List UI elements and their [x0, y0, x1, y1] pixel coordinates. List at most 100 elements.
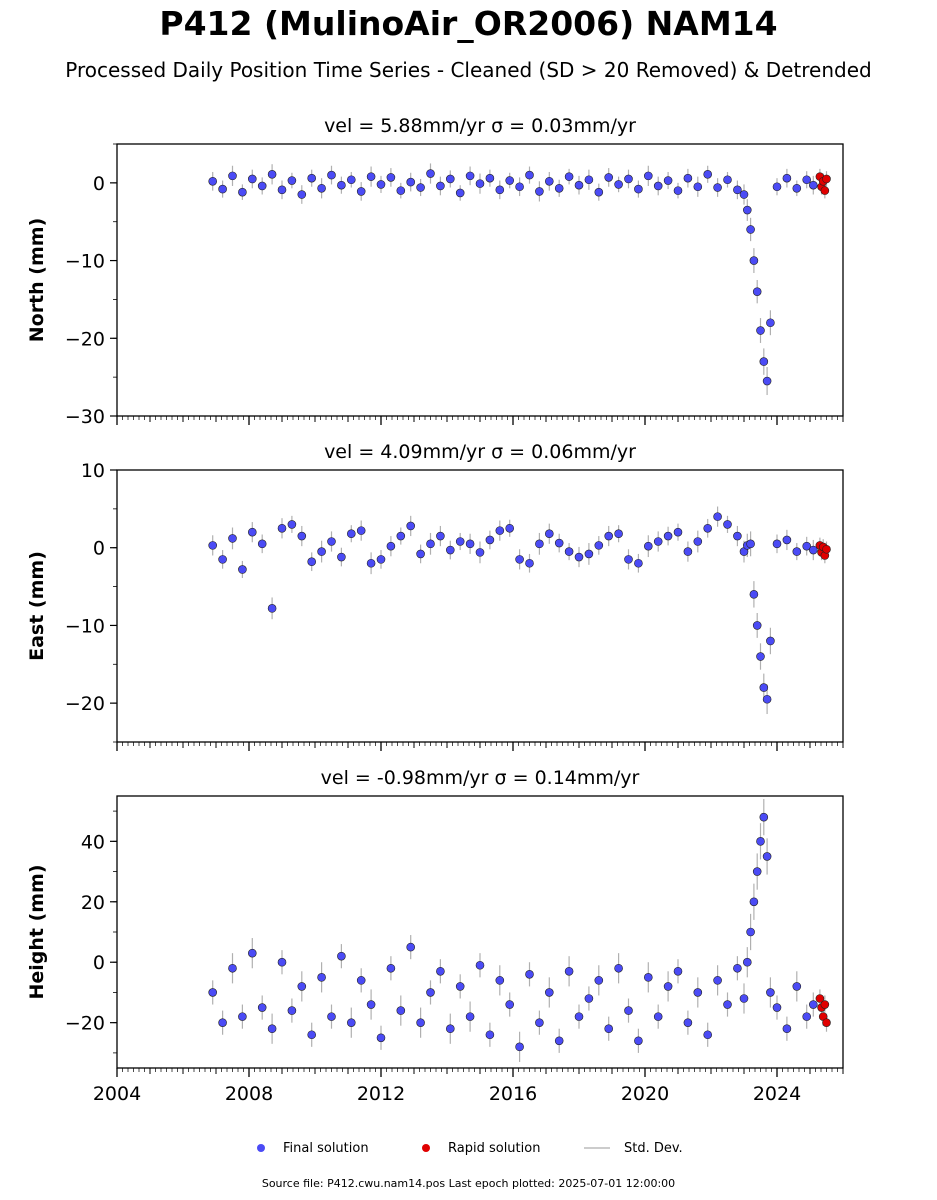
- final-solution-point: [386, 963, 396, 973]
- final-solution-point: [544, 988, 554, 997]
- final-solution-point: [594, 541, 604, 550]
- final-solution-point: [426, 539, 435, 549]
- final-solution-point: [739, 994, 749, 1003]
- final-solution-point: [455, 188, 465, 198]
- final-solution-point: [218, 1018, 227, 1027]
- final-solution-point: [693, 988, 703, 997]
- final-solution-point: [723, 1000, 732, 1009]
- final-solution-point: [475, 960, 485, 970]
- final-solution-point: [505, 176, 515, 185]
- final-solution-point: [535, 187, 544, 196]
- final-solution-point: [346, 1018, 356, 1027]
- final-solution-point: [703, 1030, 713, 1040]
- final-solution-point: [396, 186, 406, 195]
- final-solution-point: [723, 175, 732, 185]
- final-solution-point: [327, 537, 336, 546]
- final-solution-point: [307, 557, 317, 567]
- final-solution-point: [756, 326, 765, 335]
- final-solution-point: [376, 555, 386, 564]
- panel-title-height: vel = -0.98mm/yr σ = 0.14mm/yr: [321, 767, 640, 789]
- final-solution-point: [208, 541, 217, 550]
- final-solution-point: [574, 1012, 584, 1021]
- final-solution-point: [584, 549, 594, 559]
- final-solution-point: [554, 183, 564, 193]
- final-solution-point: [356, 976, 366, 985]
- rapid-solution-marker-icon: [422, 1144, 430, 1152]
- y-tick-label: −20: [65, 693, 105, 715]
- final-solution-point: [337, 180, 346, 190]
- final-solution-point: [465, 539, 475, 549]
- final-solution-point: [406, 177, 416, 187]
- final-solution-point: [525, 558, 534, 568]
- final-solution-point: [703, 170, 713, 179]
- final-solution-point: [808, 1000, 818, 1009]
- final-solution-point: [485, 1030, 495, 1040]
- final-solution-point: [208, 988, 217, 997]
- final-solution-point: [475, 548, 485, 557]
- legend-label-final: Final solution: [283, 1140, 369, 1156]
- final-solution-point: [604, 531, 614, 541]
- final-solution-point: [406, 521, 416, 531]
- final-solution-point: [208, 177, 217, 186]
- final-solution-point: [624, 174, 633, 184]
- y-axis-label-east: East (mm): [26, 551, 48, 661]
- final-solution-point: [733, 963, 742, 973]
- final-solution-point: [317, 973, 326, 982]
- legend-item-std: Std. Dev.: [584, 1138, 683, 1158]
- final-solution-point: [356, 187, 366, 196]
- x-tick-label: 2004: [93, 1083, 141, 1105]
- final-solution-point: [544, 177, 554, 186]
- final-solution-point: [436, 181, 445, 191]
- final-solution-marker-icon: [257, 1144, 265, 1152]
- final-solution-point: [416, 1018, 425, 1027]
- final-solution-point: [455, 982, 465, 991]
- final-solution-point: [733, 185, 742, 195]
- y-tick-label: 0: [93, 538, 105, 560]
- x-tick-label: 2008: [225, 1083, 273, 1105]
- data-area-height: [208, 799, 831, 1062]
- final-solution-point: [723, 520, 732, 529]
- final-solution-point: [544, 529, 554, 539]
- final-solution-point: [746, 927, 755, 937]
- final-solution-point: [574, 180, 584, 190]
- y-tick-label: 40: [81, 831, 105, 853]
- final-solution-point: [386, 173, 396, 182]
- data-area-east: [208, 506, 831, 715]
- final-solution-point: [238, 1012, 247, 1021]
- final-solution-point: [416, 549, 425, 559]
- final-solution-point: [752, 621, 762, 630]
- final-solution-point: [426, 988, 435, 997]
- legend-label-rapid: Rapid solution: [448, 1140, 541, 1156]
- final-solution-point: [749, 590, 759, 599]
- y-axis-label-north: North (mm): [26, 218, 48, 343]
- final-solution-point: [485, 535, 495, 545]
- final-solution-point: [584, 175, 594, 185]
- final-solution-point: [624, 555, 633, 564]
- final-solution-point: [525, 170, 534, 180]
- final-solution-point: [228, 171, 237, 181]
- y-tick-label: 0: [93, 173, 105, 195]
- y-axis-label-height: Height (mm): [26, 864, 48, 999]
- final-solution-point: [713, 512, 722, 521]
- final-solution-point: [693, 537, 703, 546]
- final-solution-point: [376, 1033, 386, 1043]
- y-tick-label: 0: [93, 952, 105, 974]
- final-solution-point: [337, 552, 346, 562]
- final-solution-point: [535, 1018, 544, 1027]
- final-solution-point: [327, 1012, 336, 1021]
- final-solution-point: [749, 897, 759, 907]
- data-area-north: [208, 163, 831, 396]
- final-solution-point: [485, 173, 495, 183]
- final-solution-point: [663, 982, 673, 991]
- final-solution-point: [515, 555, 524, 564]
- final-solution-point: [535, 539, 544, 549]
- final-solution-point: [733, 531, 742, 541]
- final-solution-point: [238, 187, 247, 197]
- final-solution-point: [766, 636, 775, 646]
- final-solution-point: [228, 963, 237, 973]
- y-tick-label: 10: [81, 460, 105, 482]
- final-solution-point: [683, 547, 693, 556]
- final-solution-point: [673, 527, 683, 537]
- final-solution-point: [346, 175, 356, 185]
- legend-item-rapid: Rapid solution: [422, 1138, 540, 1158]
